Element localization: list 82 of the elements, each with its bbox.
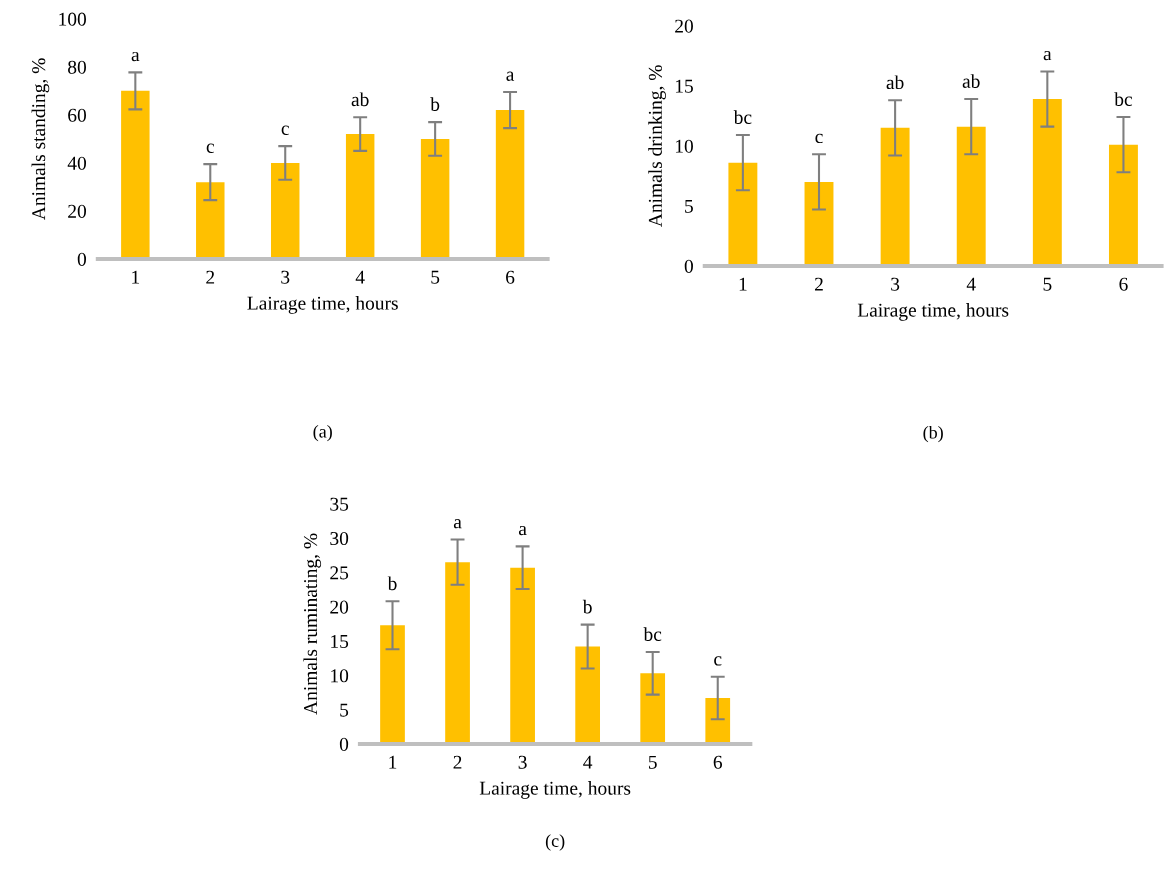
data-label: a [518,525,527,536]
x-tick-label: 2 [814,277,823,291]
bar [705,698,731,745]
x-tick-label: 1 [132,270,140,284]
x-tick-label: 5 [1043,277,1052,291]
data-label: ab [351,92,369,107]
y-tick-label: 20 [675,19,693,33]
y-tick-label: 0 [684,259,693,273]
y-tick-label: 15 [331,634,349,649]
y-axis-title: Animals drinking, % [648,65,666,227]
y-tick-label: 80 [68,60,87,74]
data-label: a [506,71,515,81]
x-tick-label: 6 [1119,277,1128,291]
data-label: b [387,576,397,591]
y-tick-label: 0 [339,737,349,751]
bar [196,182,225,259]
data-label: bc [733,110,752,124]
data-label: a [131,51,140,62]
y-tick-label: 25 [330,566,349,580]
text: (b) [923,425,943,443]
data-label: c [714,656,722,666]
bar [1032,99,1062,266]
y-tick-label: 0 [77,252,87,266]
bar [575,646,600,745]
y-tick-label: 5 [685,199,693,213]
bar [270,162,300,259]
x-axis-title: Lairage time, hours [479,781,631,799]
bar [956,126,986,266]
bar [345,134,375,259]
y-tick-label: 20 [330,600,349,614]
x-tick-label: 3 [518,755,527,769]
bar [804,181,834,266]
x-tick-label: 4 [355,270,365,284]
bar [121,90,150,259]
x-tick-label: 4 [583,755,593,769]
y-tick-label: 10 [331,669,349,683]
x-axis-title: Lairage time, hours [857,303,1009,321]
y-tick-label: 30 [330,531,349,546]
y-tick-label: 5 [340,703,349,717]
data-label: c [206,143,214,153]
bar [640,673,666,745]
x-tick-label: 2 [453,755,462,769]
bar [510,567,535,745]
data-label: c [281,125,289,135]
y-tick-label: 40 [67,156,87,170]
y-tick-label: 35 [330,497,349,511]
x-tick-label: 1 [739,277,747,291]
y-tick-label: 15 [675,79,693,93]
data-label: bc [1114,92,1133,106]
data-label: a [1043,50,1052,61]
data-label: a [453,519,462,529]
y-axis-title: Animals standing, % [31,58,50,220]
y-tick-label: 100 [59,12,87,26]
x-tick-label: 4 [966,277,976,291]
bar [380,625,405,745]
x-tick-label: 5 [431,270,440,284]
bar [1108,144,1138,266]
bar [420,138,450,259]
data-label: bc [643,627,662,641]
bar [445,562,470,745]
y-axis-title: Animals ruminating, % [303,533,322,715]
x-tick-label: 2 [206,270,215,284]
data-label: b [430,97,440,111]
x-axis-title: Lairage time, hours [247,296,398,314]
x-tick-label: 1 [389,755,397,769]
text: (a) [313,424,332,442]
data-label: c [815,133,823,144]
y-tick-label: 10 [675,139,693,153]
data-label: ab [962,74,980,88]
bar [728,162,758,266]
bar [880,127,910,266]
data-label: ab [886,75,904,90]
bar [495,110,525,259]
x-tick-label: 5 [648,755,657,769]
y-tick-label: 20 [68,204,87,218]
x-tick-label: 6 [713,755,723,769]
y-tick-label: 60 [68,108,87,122]
x-tick-label: 6 [506,270,515,284]
x-tick-label: 3 [891,277,900,291]
text: (c) [545,834,565,851]
x-tick-label: 3 [281,270,290,284]
data-label: b [582,599,592,614]
